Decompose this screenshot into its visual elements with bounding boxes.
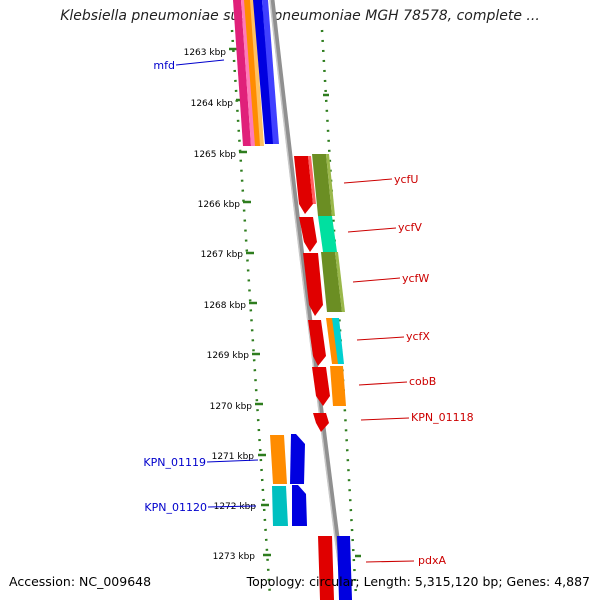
gene-block-mfd[interactable] bbox=[233, 0, 279, 146]
gene-label-kpn01118[interactable]: KPN_01118 bbox=[411, 411, 474, 424]
tick-label: 1266 kbp bbox=[198, 200, 241, 210]
gene-label-ycfU[interactable]: ycfU bbox=[394, 173, 418, 186]
right-leader-lines bbox=[343, 178, 415, 563]
gene-label-ycfX[interactable]: ycfX bbox=[406, 330, 430, 343]
left-leader-lines bbox=[175, 59, 259, 508]
tick-label: 1268 kbp bbox=[204, 301, 247, 311]
tick-label: 1263 kbp bbox=[184, 48, 227, 58]
right-ruler bbox=[320, 29, 358, 597]
tick-label: 1273 kbp bbox=[213, 552, 256, 562]
right-gene-labels: ycfU ycfV ycfW ycfX cobB KPN_01118 pdxA bbox=[394, 173, 474, 567]
gene-block-kpn01119[interactable] bbox=[270, 434, 307, 526]
gene-label-kpn01120[interactable]: KPN_01120 bbox=[144, 501, 207, 514]
gene-block-pdxA[interactable] bbox=[318, 536, 352, 600]
map-title: Klebsiella pneumoniae subsp. pneumoniae … bbox=[60, 8, 540, 24]
tick-label: 1264 kbp bbox=[191, 99, 234, 109]
tick-label: 1267 kbp bbox=[201, 250, 244, 260]
gene-label-kpn01119[interactable]: KPN_01119 bbox=[143, 456, 206, 469]
accession-text: Accession: NC_009648 bbox=[9, 574, 152, 589]
gene-block-ycf[interactable] bbox=[294, 154, 346, 432]
gene-label-ycfV[interactable]: ycfV bbox=[398, 221, 422, 234]
gene-label-cobB[interactable]: cobB bbox=[409, 375, 436, 388]
topology-summary: Topology: circular; Length: 5,315,120 bp… bbox=[246, 574, 590, 589]
left-gene-labels: mfd KPN_01119 KPN_01120 bbox=[143, 59, 207, 514]
gene-label-pdxA[interactable]: pdxA bbox=[418, 554, 446, 567]
kbp-tick-labels: 1263 kbp 1264 kbp 1265 kbp 1266 kbp 1267… bbox=[184, 48, 257, 562]
tick-label: 1270 kbp bbox=[210, 402, 253, 412]
tick-label: 1272 kbp bbox=[214, 502, 257, 512]
genome-backbone bbox=[269, 0, 348, 600]
tick-label: 1271 kbp bbox=[212, 452, 255, 462]
tick-label: 1265 kbp bbox=[194, 150, 237, 160]
gene-label-ycfW[interactable]: ycfW bbox=[402, 272, 429, 285]
tick-label: 1269 kbp bbox=[207, 351, 250, 361]
tick-marks bbox=[229, 47, 361, 558]
gene-label-mfd[interactable]: mfd bbox=[153, 59, 175, 72]
